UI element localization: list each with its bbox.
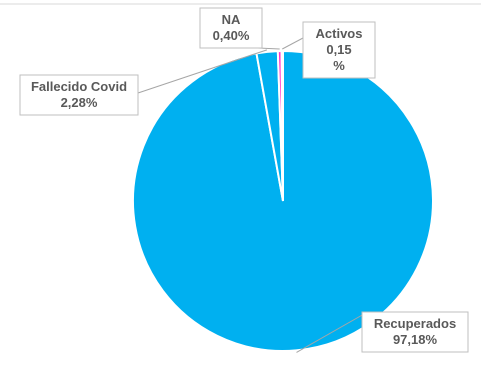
callout-box — [361, 311, 469, 353]
callout-box — [302, 21, 376, 79]
label-line: 2,28% — [61, 95, 98, 110]
label-na: NA0,40% — [199, 7, 263, 49]
label-line: 0,15 — [326, 42, 351, 57]
label-line: 0,40% — [213, 28, 250, 43]
callout-box — [199, 7, 263, 49]
leader-line — [137, 49, 268, 94]
label-line: NA — [222, 12, 241, 27]
label-line: 97,18% — [393, 332, 438, 347]
slice-activos — [280, 49, 284, 202]
pie-slices — [132, 49, 434, 352]
label-line: Activos — [316, 26, 363, 41]
callout-box — [19, 74, 139, 116]
leader-line — [296, 313, 365, 353]
label-line: Fallecido Covid — [31, 79, 127, 94]
leader-lines — [137, 37, 365, 353]
label-line: Recuperados — [374, 316, 456, 331]
leader-line — [282, 37, 304, 50]
label-line: % — [333, 58, 345, 73]
